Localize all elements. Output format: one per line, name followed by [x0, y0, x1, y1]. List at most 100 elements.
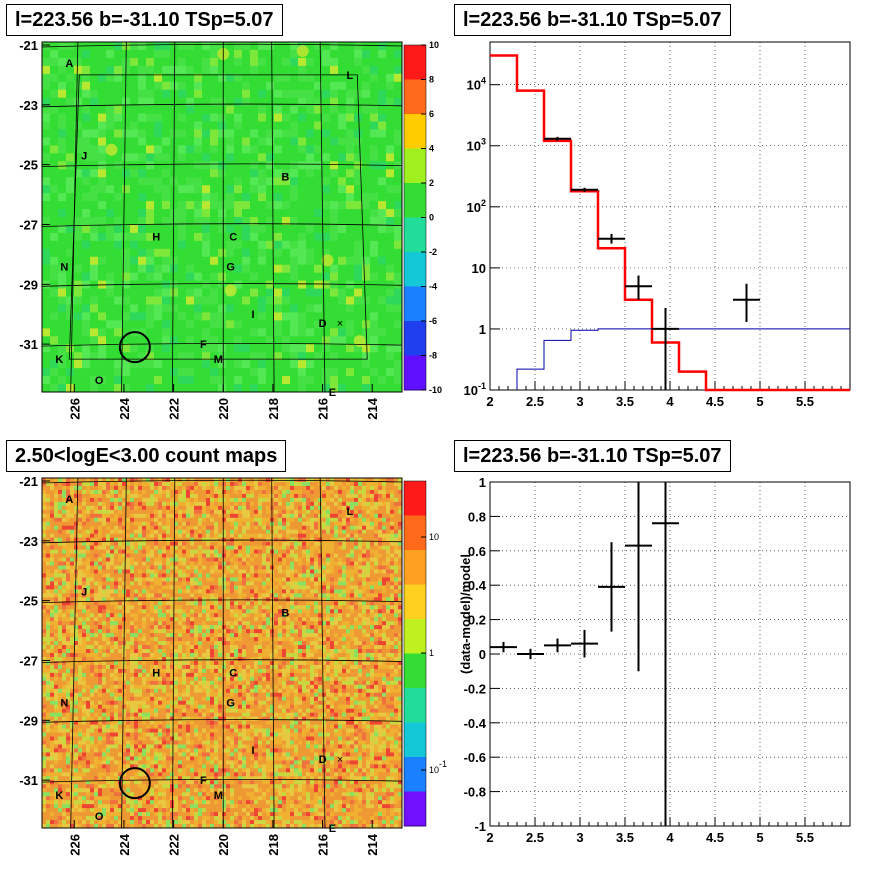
source-label-m: M: [214, 354, 223, 366]
colorbar-cell: [404, 593, 426, 602]
y-tick-label: 0.8: [468, 509, 486, 524]
colorbar-cell: [404, 550, 426, 559]
colorbar-cell: [404, 269, 426, 278]
x-tick-label: 5.5: [796, 830, 814, 845]
colorbar-cell: [404, 381, 426, 390]
source-label-b: B: [281, 608, 289, 620]
colorbar-cell: [404, 330, 426, 339]
colorbar-cell: [404, 628, 426, 637]
colorbar-tick-label: -6: [429, 316, 437, 326]
y-tick-label: -27: [19, 653, 38, 668]
y-tick-label: -25: [19, 594, 38, 609]
colorbar-cell: [404, 516, 426, 525]
colorbar-cell: [404, 45, 426, 54]
source-label-c: C: [229, 667, 237, 679]
x-tick-label: 2: [486, 394, 493, 409]
count-map-title: 2.50<logE<3.00 count maps: [6, 440, 286, 472]
colorbar-cell: [404, 261, 426, 270]
colorbar-cell: [404, 783, 426, 792]
colorbar-tick-label: -10: [429, 385, 442, 395]
colorbar-tick-label: 0: [429, 213, 434, 223]
colorbar-cell: [404, 481, 426, 490]
source-label-a: A: [65, 58, 73, 70]
y-tick-label: -29: [19, 713, 38, 728]
map-pixels: [42, 42, 402, 392]
source-label-e: E: [329, 823, 336, 835]
colorbar-cell: [404, 602, 426, 611]
x-tick-label: 3.5: [616, 830, 634, 845]
x-tick-label: 5: [756, 394, 763, 409]
colorbar-cell: [404, 174, 426, 183]
y-tick-label: 103: [467, 137, 486, 154]
colorbar-cell: [404, 809, 426, 818]
map-pixels: [42, 478, 402, 828]
colorbar-cell: [404, 679, 426, 688]
source-label-n: N: [60, 261, 68, 273]
y-tick-label: 102: [467, 198, 486, 215]
x-tick-label: 3: [576, 830, 583, 845]
colorbar-cell: [404, 619, 426, 628]
x-tick-label: 216: [316, 398, 331, 420]
hotspot: [225, 284, 237, 296]
colorbar-cell: [404, 636, 426, 645]
x-tick-label: 4: [666, 830, 674, 845]
y-tick-label: 1: [479, 322, 486, 337]
colorbar-cell: [404, 287, 426, 296]
colorbar-cell: [404, 576, 426, 585]
colorbar-cell: [404, 295, 426, 304]
colorbar-cell: [404, 54, 426, 63]
source-label-e: E: [329, 387, 336, 399]
colorbar-cell: [404, 278, 426, 287]
colorbar-cell: [404, 731, 426, 740]
colorbar-cell: [404, 304, 426, 313]
colorbar-cell: [404, 524, 426, 533]
y-tick-label: -0.4: [464, 716, 487, 731]
x-tick-label: 220: [216, 398, 231, 420]
x-tick-label: 218: [266, 398, 281, 420]
colorbar-tick-label: -4: [429, 282, 437, 292]
colorbar-cell: [404, 792, 426, 801]
x-tick-label: 2.5: [526, 394, 544, 409]
colorbar-cell: [404, 140, 426, 149]
x-tick-label: 222: [167, 398, 182, 420]
x-tick-label: 4.5: [706, 394, 724, 409]
x-tick-label: 214: [365, 397, 380, 419]
colorbar-tick-label: -8: [429, 351, 437, 361]
colorbar-cell: [404, 800, 426, 809]
colorbar-cell: [404, 671, 426, 680]
colorbar-cell: [404, 157, 426, 166]
colorbar-cell: [404, 347, 426, 356]
y-axis-label: (data-model)/model: [458, 554, 473, 674]
colorbar-cell: [404, 166, 426, 175]
colorbar-cell: [404, 364, 426, 373]
y-tick-label: -29: [19, 277, 38, 292]
y-tick-label: -27: [19, 217, 38, 232]
colorbar-cell: [404, 541, 426, 550]
colorbar-tick-label: 10: [429, 532, 439, 542]
y-tick-label: 10-1: [464, 381, 486, 398]
colorbar-tick-label: 10: [429, 40, 439, 50]
colorbar-cell: [404, 131, 426, 140]
colorbar-cell: [404, 356, 426, 365]
y-tick-label: -1: [474, 819, 486, 834]
colorbar-cell: [404, 235, 426, 244]
source-label-h: H: [152, 667, 160, 679]
source-label-j: J: [81, 151, 87, 163]
x-tick-label: 226: [67, 398, 82, 420]
y-tick-label: -25: [19, 158, 38, 173]
hotspot: [354, 335, 366, 347]
source-label-c: C: [229, 231, 237, 243]
x-tick-label: 3.5: [616, 394, 634, 409]
colorbar-cell: [404, 817, 426, 826]
source-label-g: G: [226, 697, 235, 709]
step-source_model: [517, 329, 850, 390]
x-tick-label: 218: [266, 834, 281, 856]
colorbar-cell: [404, 321, 426, 330]
source-label-o: O: [95, 375, 104, 387]
